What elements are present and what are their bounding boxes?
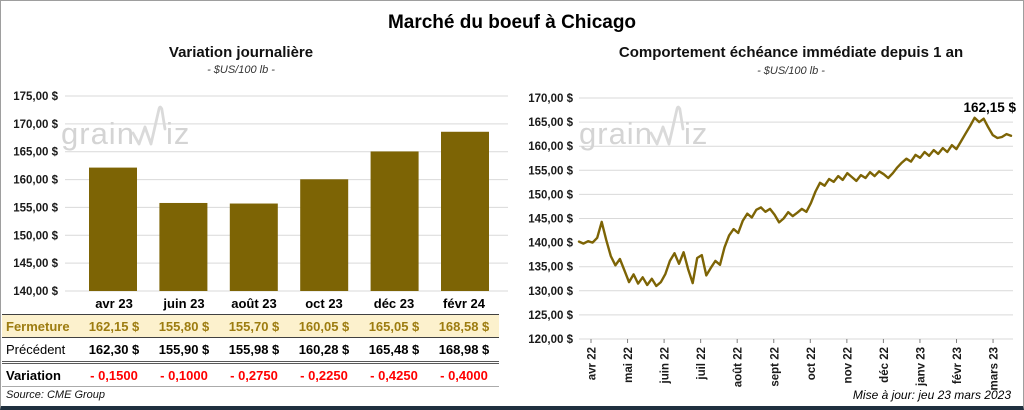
line-chart-gridlines — [579, 97, 1013, 340]
table-cell: 160,28 $ — [289, 337, 359, 364]
y-axis-tick-label: 155,00 $ — [13, 202, 58, 214]
y-axis-tick-label: 160,00 $ — [528, 141, 573, 153]
table-cell: 160,05 $ — [289, 314, 359, 338]
y-axis-tick-label: 175,00 $ — [13, 91, 58, 103]
row-label: Variation — [2, 362, 79, 387]
x-axis-tick-label: oct 22 — [806, 347, 818, 380]
table-cell: 168,98 $ — [429, 337, 499, 364]
line-chart-title: Comportement échéance immédiate depuis 1… — [618, 44, 964, 61]
update-note: Mise à jour: jeu 23 mars 2023 — [852, 388, 1011, 402]
table-cell: - 0,4250 — [359, 362, 429, 387]
price-line-series — [577, 116, 1013, 288]
table-cell: 162,30 $ — [79, 337, 149, 364]
table-column-header: avr 23 — [79, 293, 149, 315]
table-cell: 155,98 $ — [219, 337, 289, 364]
line-chart-y-axis-labels: 170,00 $ 165,00 $ 160,00 $ 155,00 $ 150,00 $… — [528, 93, 573, 346]
bar-juin 23 — [159, 202, 208, 291]
y-axis-tick-label: 130,00 $ — [528, 286, 573, 298]
x-axis-tick-label: mars 23 — [989, 347, 1001, 390]
daily-variation-bar-chart: 175,00 $ 170,00 $ 165,00 $ 160,00 $ 155,00 $… — [13, 91, 508, 297]
x-axis-tick-label: nov 22 — [842, 347, 854, 383]
y-axis-tick-label: 170,00 $ — [13, 119, 58, 131]
row-label: Précédent — [2, 337, 79, 364]
y-axis-tick-label: 140,00 $ — [13, 286, 58, 297]
table-column-header: août 23 — [219, 293, 289, 315]
table-corner-cell — [2, 293, 79, 315]
x-axis-tick-label: mai 22 — [623, 347, 635, 383]
price-table: avr 23 juin 23 août 23 oct 23 déc 23 févr 24 … — [2, 293, 499, 387]
table-cell: - 0,2250 — [289, 362, 359, 387]
table-cell: 168,58 $ — [429, 314, 499, 338]
page-title: Marché du boeuf à Chicago — [387, 12, 637, 33]
x-axis-tick-label: janv 23 — [915, 347, 927, 387]
line-chart-subtitle: - $US/100 lb - — [757, 65, 825, 77]
bars — [89, 131, 489, 291]
x-axis-tick-label: juin 22 — [660, 347, 672, 384]
x-axis-tick-label: avr 22 — [587, 347, 599, 380]
table-row-variation: Variation - 0,1500- 0,1000- 0,2750- 0,225… — [2, 362, 499, 387]
bar-avr 23 — [89, 167, 137, 291]
y-axis-tick-label: 145,00 $ — [528, 214, 573, 226]
table-cell: 165,05 $ — [359, 314, 429, 338]
bar-chart-title: Variation journalière — [168, 44, 314, 61]
table-cell: 155,80 $ — [149, 314, 219, 338]
table-column-header: juin 23 — [149, 293, 219, 315]
y-axis-tick-label: 170,00 $ — [528, 93, 573, 105]
bar-chart-subtitle: - $US/100 lb - — [207, 64, 275, 76]
table-cell: 155,70 $ — [219, 314, 289, 338]
y-axis-tick-label: 165,00 $ — [13, 147, 58, 159]
y-axis-tick-label: 125,00 $ — [528, 310, 573, 322]
bar-août 23 — [229, 203, 278, 291]
table-column-header: déc 23 — [359, 293, 429, 315]
bar-chart-y-axis-labels: 175,00 $ 170,00 $ 165,00 $ 160,00 $ 155,00 $… — [13, 91, 58, 297]
table-cell: - 0,2750 — [219, 362, 289, 387]
x-axis-tick-label: juil 22 — [696, 347, 708, 381]
x-axis-tick-label: sept 22 — [769, 347, 781, 387]
x-axis-tick-label: août 22 — [733, 347, 745, 387]
table-cell: 162,15 $ — [79, 314, 149, 338]
table-cell: - 0,4000 — [429, 362, 499, 387]
front-month-line-chart: 170,00 $ 165,00 $ 160,00 $ 155,00 $ 150,00 $… — [528, 93, 1016, 390]
x-axis-tick-label: févr 23 — [952, 347, 964, 384]
y-axis-tick-label: 165,00 $ — [528, 117, 573, 129]
last-value-annotation: 162,15 $ — [963, 100, 1016, 115]
table-column-header: févr 24 — [429, 293, 499, 315]
y-axis-tick-label: 150,00 $ — [13, 230, 58, 242]
x-axis-tick-label: déc 22 — [879, 347, 891, 383]
table-cell: 165,48 $ — [359, 337, 429, 364]
y-axis-tick-label: 120,00 $ — [528, 334, 573, 346]
table-row-fermeture: Fermeture 162,15 $155,80 $155,70 $160,05 … — [2, 314, 499, 338]
bar-oct 23 — [300, 179, 349, 291]
source-note: Source: CME Group — [6, 389, 106, 401]
table-cell: 155,90 $ — [149, 337, 219, 364]
y-axis-tick-label: 145,00 $ — [13, 258, 58, 270]
table-column-header: oct 23 — [289, 293, 359, 315]
line-chart-x-axis-labels: avr 22 mai 22 juin 22 juil 22 août 22 sept 22… — [587, 339, 1001, 390]
y-axis-tick-label: 150,00 $ — [528, 189, 573, 201]
bar-févr 24 — [441, 131, 489, 291]
bar-déc 23 — [370, 151, 419, 291]
row-label: Fermeture — [2, 314, 79, 338]
table-cell: - 0,1000 — [149, 362, 219, 387]
table-header-row: avr 23 juin 23 août 23 oct 23 déc 23 févr 24 — [2, 293, 499, 315]
y-axis-tick-label: 155,00 $ — [528, 165, 573, 177]
table-row-precedent: Précédent 162,30 $155,90 $155,98 $160,28 … — [2, 337, 499, 364]
y-axis-tick-label: 160,00 $ — [13, 175, 58, 187]
table-cell: - 0,1500 — [79, 362, 149, 387]
y-axis-tick-label: 135,00 $ — [528, 262, 573, 274]
y-axis-tick-label: 140,00 $ — [528, 238, 573, 250]
